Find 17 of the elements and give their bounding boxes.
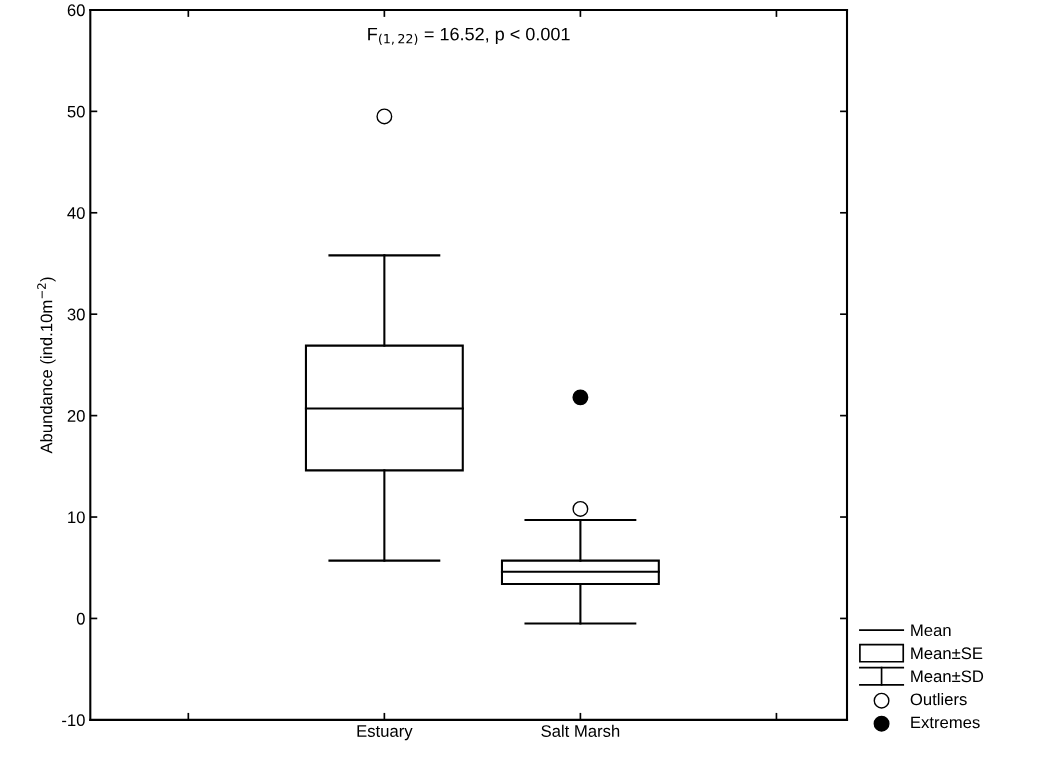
y-tick-label: 60 bbox=[67, 4, 85, 17]
text: Mean±SD bbox=[911, 670, 984, 683]
text: Mean±SE bbox=[911, 647, 983, 660]
y-axis-title: Abundance (ind.10m$^{−2}$) bbox=[37, 277, 56, 454]
y-tick-label: 30 bbox=[67, 308, 85, 321]
x-tick-label: Salt Marsh bbox=[541, 724, 620, 737]
y-tick-label: 40 bbox=[67, 207, 85, 219]
y-tick-label: 10 bbox=[68, 511, 85, 524]
y-tick-label: -10 bbox=[62, 714, 85, 727]
y-tick-label: 0 bbox=[76, 612, 85, 625]
annotation: F$_{(1,22)}$ = 16.52, p < 0.001 bbox=[368, 27, 570, 45]
text: Mean bbox=[911, 624, 951, 637]
x-tick-label: Estuary bbox=[357, 725, 413, 741]
legend-label: Outliers bbox=[910, 692, 967, 706]
y-tick-label: 20 bbox=[67, 410, 85, 422]
legend-label: Extremes bbox=[911, 716, 980, 729]
y-tick-label: 50 bbox=[67, 105, 85, 118]
